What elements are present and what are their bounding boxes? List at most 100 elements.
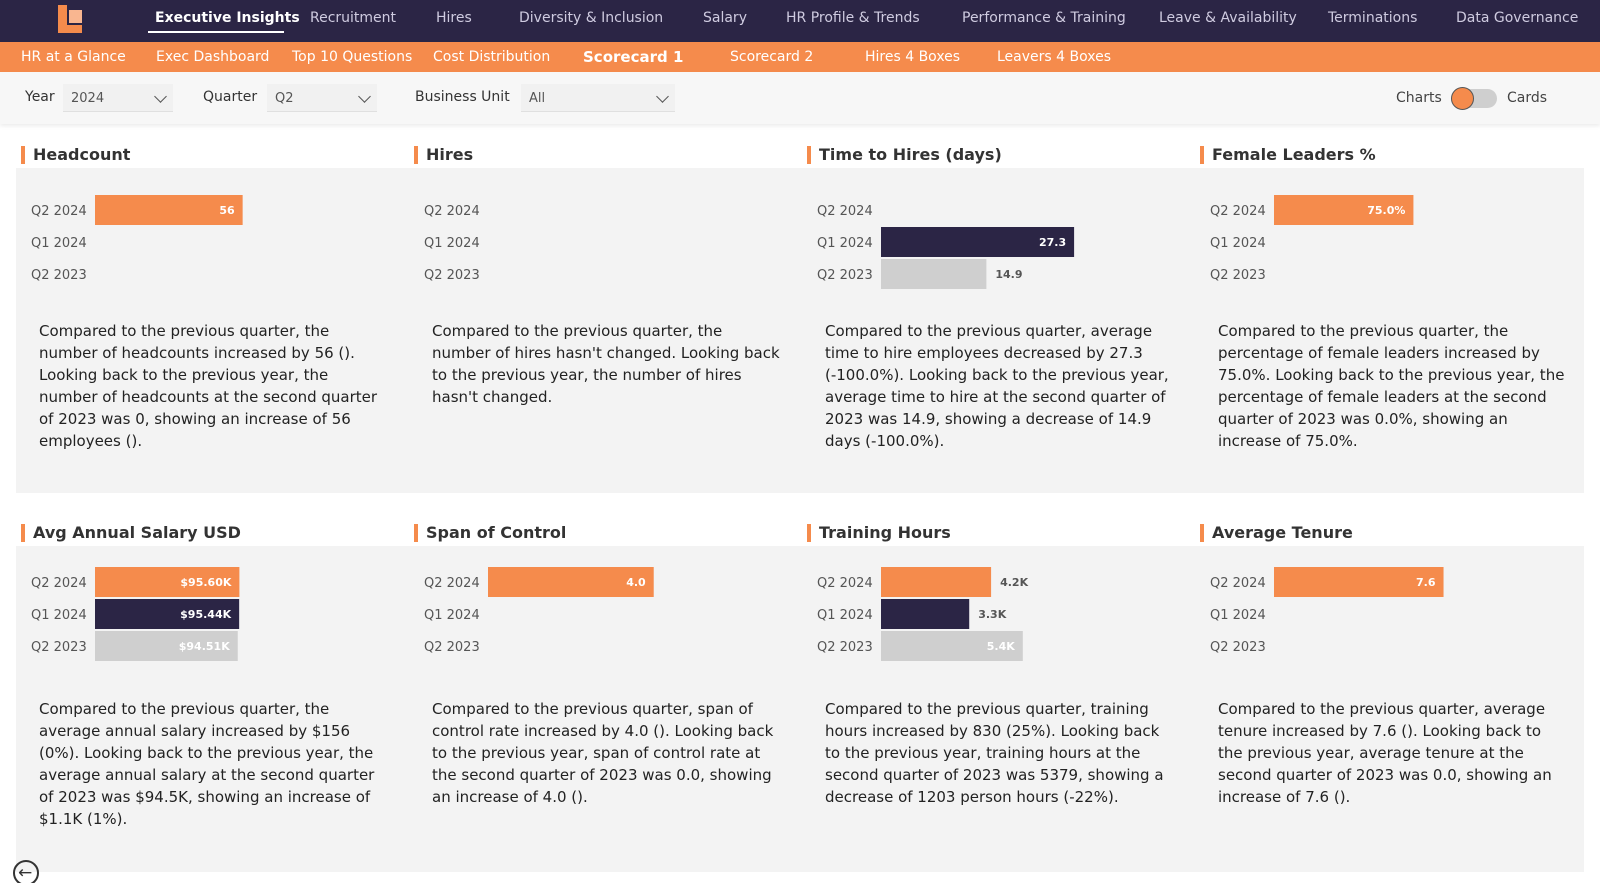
scorecard-row-2 <box>16 546 1584 872</box>
period-label: Q2 2024 <box>424 576 480 591</box>
bar-q2-2024[interactable] <box>95 195 243 225</box>
period-label: Q2 2024 <box>1210 204 1266 219</box>
bar-q2-2024[interactable] <box>1274 567 1444 597</box>
subnav-scorecard-2[interactable]: Scorecard 2 <box>730 49 814 65</box>
card-title: Average Tenure <box>1200 524 1353 542</box>
nav-data-governance[interactable]: Data Governance <box>1456 10 1579 26</box>
business-unit-label: Business Unit <box>415 89 510 105</box>
subnav-exec-dashboard[interactable]: Exec Dashboard <box>156 49 270 65</box>
card-description: Compared to the previous quarter, span o… <box>432 700 774 806</box>
bar-q2-2024[interactable] <box>488 567 654 597</box>
nav-performance-training[interactable]: Performance & Training <box>962 10 1126 26</box>
period-label: Q2 2023 <box>817 640 873 655</box>
period-label: Q1 2024 <box>31 608 87 623</box>
bar-value-label: 14.9 <box>995 268 1022 281</box>
business-unit-value: All <box>529 91 546 106</box>
chevron-down-icon <box>656 90 669 103</box>
period-label: Q2 2023 <box>1210 640 1266 655</box>
card-description: Compared to the previous quarter, the nu… <box>432 322 780 406</box>
bar-q2-2024[interactable] <box>881 567 992 597</box>
nav-salary[interactable]: Salary <box>703 10 747 26</box>
bar-q2-2024[interactable] <box>1274 195 1414 225</box>
quarter-value: Q2 <box>275 91 294 106</box>
year-label: Year <box>25 89 55 105</box>
year-value: 2024 <box>71 91 105 106</box>
period-label: Q2 2024 <box>31 204 87 219</box>
bar-value-label: 27.3 <box>1039 236 1066 249</box>
nav-terminations[interactable]: Terminations <box>1328 10 1418 26</box>
bar-value-label: 4.2K <box>1000 576 1028 589</box>
period-label: Q2 2023 <box>31 268 87 283</box>
bar-q2-2023[interactable] <box>881 631 1023 661</box>
bar-q2-2023[interactable] <box>95 631 238 661</box>
bar-chart-time-to-hires-days: Q2 2024 Q1 2024 27.3 Q2 2023 14.9 <box>817 204 1075 289</box>
toggle-knob[interactable] <box>1451 87 1474 110</box>
chevron-down-icon <box>154 90 167 103</box>
period-label: Q2 2023 <box>31 640 87 655</box>
bar-chart-average-tenure: Q2 2024 7.6 Q1 2024 Q2 2023 <box>1210 567 1444 655</box>
subnav-top-10-questions[interactable]: Top 10 Questions <box>292 49 413 65</box>
card-title: Span of Control <box>414 524 566 542</box>
bar-q1-2024[interactable] <box>881 227 1075 257</box>
bar-q1-2024[interactable] <box>95 599 240 629</box>
card-description: Compared to the previous quarter, the av… <box>39 700 375 828</box>
nav-hr-profile-trends[interactable]: HR Profile & Trends <box>786 10 920 26</box>
bar-value-label: $95.44K <box>180 608 231 621</box>
card-description: Compared to the previous quarter, the nu… <box>39 322 378 450</box>
period-label: Q1 2024 <box>424 236 480 251</box>
card-description: Compared to the previous quarter, averag… <box>825 322 1169 450</box>
period-label: Q2 2024 <box>31 576 87 591</box>
card-title: Avg Annual Salary USD <box>21 524 241 542</box>
bar-value-label: 4.0 <box>626 576 646 589</box>
period-label: Q2 2023 <box>1210 268 1266 283</box>
period-label: Q2 2023 <box>424 640 480 655</box>
bar-q2-2023[interactable] <box>881 259 987 289</box>
bar-value-label: 3.3K <box>978 608 1006 621</box>
period-label: Q1 2024 <box>424 608 480 623</box>
period-label: Q2 2023 <box>424 268 480 283</box>
back-button[interactable]: ← <box>13 860 39 883</box>
subnav-cost-distribution[interactable]: Cost Distribution <box>433 49 551 65</box>
card-description: Compared to the previous quarter, traini… <box>825 700 1164 806</box>
nav-diversity-inclusion[interactable]: Diversity & Inclusion <box>519 10 664 26</box>
subnav-hr-at-a-glance[interactable]: HR at a Glance <box>21 49 126 65</box>
card-title: Female Leaders % <box>1200 146 1376 164</box>
bar-value-label: 5.4K <box>987 640 1015 653</box>
nav-hires[interactable]: Hires <box>436 10 472 26</box>
card-description: Compared to the previous quarter, the pe… <box>1218 322 1565 450</box>
nav-leave-availability[interactable]: Leave & Availability <box>1159 10 1297 26</box>
card-title: Time to Hires (days) <box>807 146 1002 164</box>
year-select[interactable]: 2024 <box>63 84 173 112</box>
subnav-leavers-4-boxes[interactable]: Leavers 4 Boxes <box>997 49 1112 65</box>
business-unit-select[interactable]: All <box>521 84 675 112</box>
subnav-scorecard-1[interactable]: Scorecard 1 <box>583 48 684 66</box>
period-label: Q1 2024 <box>817 236 873 251</box>
nav-executive-insights[interactable]: Executive Insights <box>155 10 300 26</box>
bar-chart-span-of-control: Q2 2024 4.0 Q1 2024 Q2 2023 <box>424 567 654 655</box>
card-title: Hires <box>414 146 473 164</box>
nav-recruitment[interactable]: Recruitment <box>310 10 397 26</box>
bar-q2-2024[interactable] <box>95 567 240 597</box>
top-nav: Executive Insights Recruitment Hires Div… <box>0 0 1600 42</box>
bar-chart-hires: Q2 2024 Q1 2024 Q2 2023 <box>424 204 480 283</box>
bar-value-label: $95.60K <box>180 576 231 589</box>
period-label: Q1 2024 <box>31 236 87 251</box>
quarter-label: Quarter <box>203 89 258 105</box>
bar-value-label: $94.51K <box>179 640 230 653</box>
period-label: Q2 2024 <box>817 576 873 591</box>
period-label: Q1 2024 <box>817 608 873 623</box>
card-title: Headcount <box>21 146 130 164</box>
bar-q1-2024[interactable] <box>881 599 970 629</box>
chevron-down-icon <box>358 90 371 103</box>
logo-icon[interactable] <box>58 5 84 33</box>
period-label: Q2 2024 <box>817 204 873 219</box>
period-label: Q1 2024 <box>1210 236 1266 251</box>
quarter-select[interactable]: Q2 <box>267 84 377 112</box>
subnav-hires-4-boxes[interactable]: Hires 4 Boxes <box>865 49 961 65</box>
bar-chart-avg-annual-salary-usd: Q2 2024 $95.60K Q1 2024 $95.44K Q2 2023 $94.5… <box>31 567 240 661</box>
filter-bar: Year 2024 Quarter Q2 Business Unit All C… <box>0 72 1600 124</box>
charts-cards-toggle[interactable] <box>1451 87 1497 110</box>
bar-chart-training-hours: Q2 2024 4.2K Q1 2024 3.3K Q2 2023 5.4K <box>817 567 1029 661</box>
toggle-charts-label: Charts <box>1396 90 1442 106</box>
bar-value-label: 75.0% <box>1367 204 1405 217</box>
